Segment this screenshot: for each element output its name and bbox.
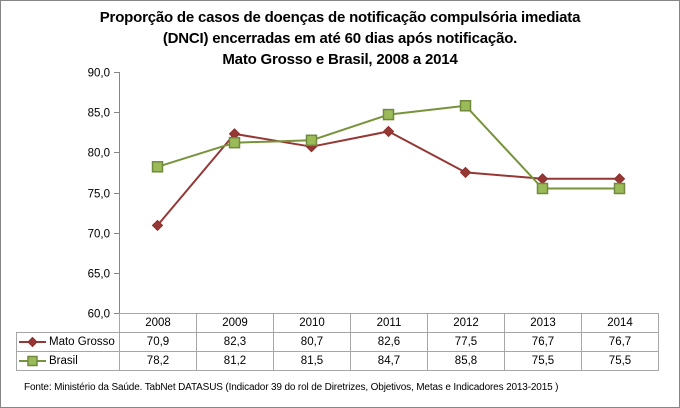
series-mato-grosso: [151, 125, 626, 232]
data-label: 84,7: [350, 351, 428, 371]
y-tick-label: 85,0: [88, 108, 110, 120]
chart-title-line-3: Mato Grosso e Brasil, 2008 a 2014: [222, 51, 458, 68]
data-label: 82,6: [350, 332, 428, 352]
data-table-header-row: 2008 2009 2010 2011 2012 2013 2014: [16, 313, 659, 333]
data-table-corner: [16, 313, 120, 333]
y-tick-label: 70,0: [88, 229, 110, 241]
chart-title-line-2: (DNCI) encerradas em até 60 dias após no…: [162, 30, 518, 47]
y-tick-label: 80,0: [88, 148, 110, 160]
data-point-marker: [613, 182, 626, 195]
x-tick-label: 2008: [119, 313, 197, 333]
data-label: 77,5: [427, 332, 505, 352]
y-tick-label: 90,0: [88, 68, 110, 80]
y-tick-label: 65,0: [88, 269, 110, 281]
x-tick-label: 2014: [581, 313, 659, 333]
series-brasil: [151, 99, 626, 195]
data-label: 75,5: [581, 351, 659, 371]
legend-entry-brasil: Brasil: [16, 351, 120, 371]
chart-title-line-1: Proporção de casos de doenças de notific…: [99, 9, 581, 26]
data-point-marker: [613, 173, 626, 185]
chart-title: Proporção de casos de doenças de notific…: [0, 7, 680, 70]
square-marker-icon: [19, 354, 46, 368]
legend-entry-mato-grosso: Mato Grosso: [16, 332, 120, 352]
data-label: 85,8: [427, 351, 505, 371]
data-point-marker: [151, 161, 164, 173]
data-point-marker: [536, 182, 549, 195]
diamond-marker-icon: [19, 335, 46, 349]
data-table-row-brasil: Brasil 78,2 81,2 81,5 84,7 85,8 75,5 75,…: [16, 351, 659, 371]
data-point-marker: [151, 219, 164, 232]
x-tick-label: 2013: [504, 313, 582, 333]
data-point-marker: [305, 134, 318, 147]
data-point-marker: [459, 99, 472, 112]
legend-label: Mato Grosso: [49, 336, 115, 349]
x-tick-label: 2010: [273, 313, 351, 333]
data-label: 76,7: [504, 332, 582, 352]
data-point-marker: [536, 173, 549, 185]
data-label: 70,9: [119, 332, 197, 352]
data-label: 75,5: [504, 351, 582, 371]
data-label: 76,7: [581, 332, 659, 352]
data-point-marker: [382, 108, 395, 121]
source-note: Fonte: Ministério da Saúde. TabNet DATAS…: [24, 382, 559, 393]
data-label: 80,7: [273, 332, 351, 352]
data-point-marker: [228, 136, 241, 149]
data-table: 2008 2009 2010 2011 2012 2013 2014 Mato …: [16, 313, 659, 371]
data-label: 81,5: [273, 351, 351, 371]
data-table-row-mato-grosso: Mato Grosso 70,9 82,3 80,7 82,6 77,5 76,…: [16, 332, 659, 352]
y-tick-label: 75,0: [88, 189, 110, 201]
data-point-marker: [459, 166, 472, 179]
x-tick-label: 2012: [427, 313, 505, 333]
data-label: 81,2: [196, 351, 274, 371]
data-label: 78,2: [119, 351, 197, 371]
x-tick-label: 2009: [196, 313, 274, 333]
legend-label: Brasil: [49, 355, 78, 368]
y-axis: 60,065,070,075,080,085,090,0: [88, 68, 120, 321]
series-layer: [151, 99, 626, 232]
data-point-marker: [382, 125, 395, 138]
x-tick-label: 2011: [350, 313, 428, 333]
data-label: 82,3: [196, 332, 274, 352]
